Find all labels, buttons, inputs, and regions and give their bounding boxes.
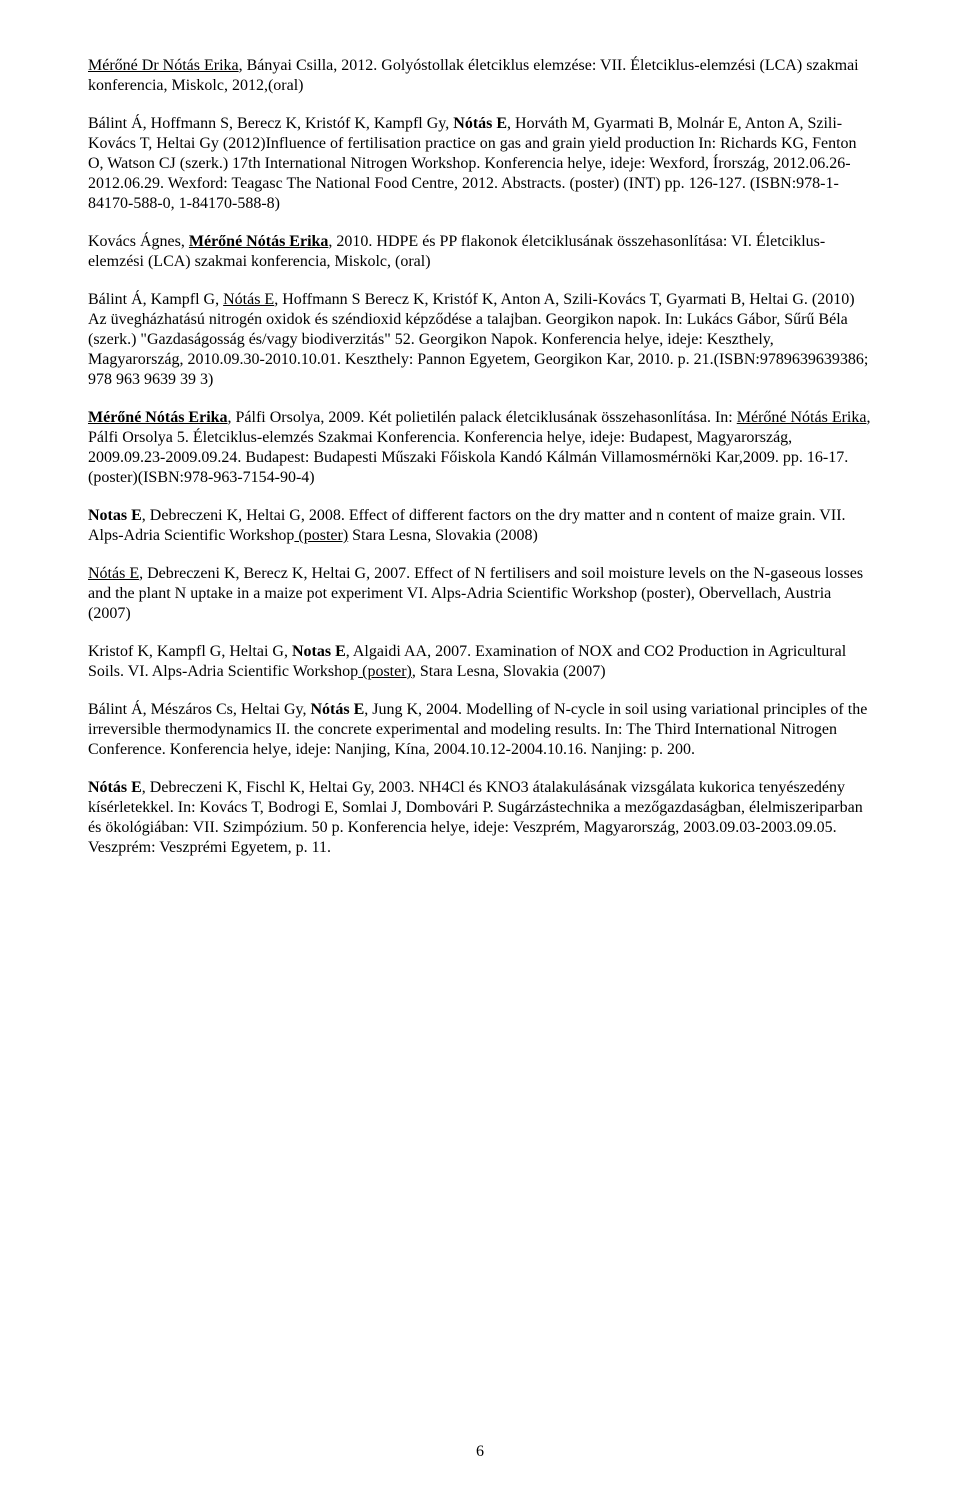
reference-paragraph: Bálint Á, Mészáros Cs, Heltai Gy, Nótás … (88, 700, 872, 760)
text-span: Nótás E (88, 565, 139, 582)
text-span: Mérőné Dr Nótás Erika (88, 57, 239, 74)
text-span: , Stara Lesna, Slovakia (2007) (412, 663, 606, 680)
reference-paragraph: Mérőné Dr Nótás Erika, Bányai Csilla, 20… (88, 56, 872, 96)
reference-paragraph: Notas E, Debreczeni K, Heltai G, 2008. E… (88, 506, 872, 546)
reference-paragraph: Bálint Á, Kampfl G, Nótás E, Hoffmann S … (88, 290, 872, 390)
text-span: , Debreczeni K, Fischl K, Heltai Gy, 200… (88, 779, 863, 856)
text-span: (poster) (294, 527, 348, 544)
text-span: Nótás E (310, 701, 364, 718)
text-span: , Pálfi Orsolya, 2009. Két polietilén pa… (228, 409, 737, 426)
text-span: Kovács Ágnes, (88, 233, 189, 250)
text-span: Notas E (88, 507, 142, 524)
text-span: Mérőné Nótás Erika (737, 409, 867, 426)
text-span: Notas E (292, 643, 346, 660)
reference-paragraph: Kristof K, Kampfl G, Heltai G, Notas E , … (88, 642, 872, 682)
text-span: , Debreczeni K, Berecz K, Heltai G, 2007… (88, 565, 863, 622)
text-span: Mérőné Nótás Erika (88, 409, 228, 426)
reference-paragraph: Kovács Ágnes, Mérőné Nótás Erika, 2010. … (88, 232, 872, 272)
text-span: Bálint Á, Kampfl G, (88, 291, 223, 308)
text-span: Nótás E (223, 291, 274, 308)
text-span: Nótás E (453, 115, 507, 132)
text-span: Nótás E (88, 779, 142, 796)
page-number: 6 (0, 1443, 960, 1461)
reference-paragraph: Nótás E, Debreczeni K, Fischl K, Heltai … (88, 778, 872, 858)
text-span: Mérőné Nótás Erika (189, 233, 329, 250)
reference-paragraph: Mérőné Nótás Erika, Pálfi Orsolya, 2009.… (88, 408, 872, 488)
reference-paragraph: Nótás E, Debreczeni K, Berecz K, Heltai … (88, 564, 872, 624)
text-span: Stara Lesna, Slovakia (2008) (348, 527, 538, 544)
text-span: Bálint Á, Mészáros Cs, Heltai Gy, (88, 701, 310, 718)
text-span: Bálint Á, Hoffmann S, Berecz K, Kristóf … (88, 115, 453, 132)
page-content: Mérőné Dr Nótás Erika, Bányai Csilla, 20… (88, 56, 872, 858)
text-span: Kristof K, Kampfl G, Heltai G, (88, 643, 292, 660)
text-span: (poster) (358, 663, 412, 680)
document-page: Mérőné Dr Nótás Erika, Bányai Csilla, 20… (0, 0, 960, 1487)
reference-paragraph: Bálint Á, Hoffmann S, Berecz K, Kristóf … (88, 114, 872, 214)
